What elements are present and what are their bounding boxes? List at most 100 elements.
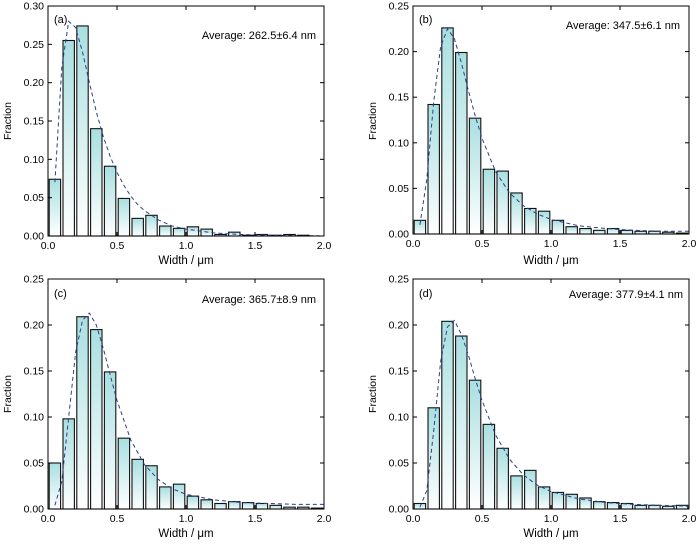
histogram-bar — [159, 225, 172, 237]
histogram-bar — [565, 226, 578, 235]
histogram-bar — [172, 483, 186, 510]
panel-d: 0.0 0.5 1.0 1.5 2.0 0.00 0.05 0.10 0.15 0.20 0.25 F… — [367, 274, 696, 541]
histogram-bar — [455, 335, 468, 510]
x-tick-label: 2.0 — [317, 513, 332, 525]
panel-a: 0.0 0.5 1.0 1.5 2.0 0.00 0.05 0.10 0.15 0.20 0.25 0… — [2, 1, 331, 268]
bar-series — [413, 27, 689, 235]
y-tick-label: 0.05 — [24, 458, 45, 470]
y-tick-label: 0.30 — [24, 1, 45, 13]
x-tick-label: 2.0 — [317, 240, 332, 252]
histogram-bar — [482, 423, 496, 510]
panel-c: 0.0 0.5 1.0 1.5 2.0 0.00 0.05 0.10 0.15 0.20 0.25 F… — [2, 274, 331, 541]
fit-curve — [54, 312, 324, 506]
histogram-bar — [131, 217, 144, 237]
panel-label: (d) — [419, 288, 432, 300]
histogram-bar — [441, 320, 454, 510]
histogram-bar — [172, 227, 186, 237]
histogram-bar — [593, 501, 606, 510]
x-tick-label: 0.5 — [110, 240, 125, 252]
histogram-bar — [524, 469, 537, 510]
fit-curve — [419, 319, 690, 508]
histogram-bar — [510, 475, 523, 510]
panel-label: (b) — [419, 14, 432, 26]
histogram-bar — [48, 178, 62, 237]
histogram-bar — [255, 502, 269, 510]
x-tick-label: 2.0 — [682, 513, 697, 525]
y-axis-title: Fraction — [2, 102, 14, 140]
histogram-bar — [48, 462, 62, 510]
x-tick-label: 1.5 — [613, 513, 628, 525]
bar-series — [48, 316, 324, 510]
histogram-bar — [634, 504, 647, 510]
histogram-bar — [145, 465, 158, 510]
fit-curve — [419, 27, 689, 232]
y-tick-label: 0.20 — [389, 46, 410, 58]
y-tick-label: 0.00 — [389, 229, 410, 241]
x-tick-label: 0.5 — [110, 513, 125, 525]
y-tick-label: 0.05 — [389, 183, 410, 195]
panel-label: (a) — [54, 14, 67, 26]
histogram-bar — [117, 437, 131, 510]
histogram-bar — [90, 128, 103, 237]
histogram-bar — [427, 407, 440, 510]
y-tick-label: 0.00 — [389, 504, 410, 516]
histogram-bar — [441, 27, 454, 235]
panel-label: (c) — [54, 288, 67, 300]
histogram-bar — [468, 379, 482, 510]
bar-series — [413, 320, 689, 510]
histogram-bar — [496, 170, 509, 235]
histogram-bar — [648, 504, 661, 510]
y-tick-label: 0.20 — [24, 320, 45, 332]
histogram-bar — [269, 504, 282, 510]
histogram-bar — [186, 226, 200, 237]
x-axis-title: Width / μm — [523, 255, 578, 267]
x-axis-title: Width / μm — [158, 528, 213, 540]
histogram-bar — [200, 228, 213, 237]
y-tick-label: 0.00 — [24, 504, 45, 516]
y-tick-label: 0.15 — [389, 92, 410, 104]
histogram-bar — [468, 117, 482, 235]
y-tick-label: 0.05 — [389, 458, 410, 470]
panel-b: 0.0 0.5 1.0 1.5 2.0 0.00 0.05 0.10 0.15 0.20 0.25 F… — [367, 1, 696, 268]
y-tick-label: 0.25 — [24, 274, 45, 286]
y-tick-label: 0.25 — [389, 1, 410, 13]
histogram-bar — [103, 165, 117, 237]
histogram-bar — [186, 495, 200, 510]
plot-frame — [412, 278, 690, 510]
histogram-bar — [482, 168, 496, 235]
histogram-bar — [90, 329, 103, 510]
x-tick-label: 1.5 — [248, 513, 263, 525]
histogram-bar — [159, 486, 172, 510]
y-tick-label: 0.10 — [389, 137, 410, 149]
y-axis-title: Fraction — [367, 375, 379, 413]
fit-curve — [54, 20, 325, 237]
histogram-bar — [117, 197, 131, 237]
x-axis-title: Width / μm — [523, 528, 578, 540]
x-tick-label: 1.0 — [544, 238, 559, 250]
histogram-bar — [200, 499, 213, 510]
x-tick-label: 0.0 — [406, 513, 421, 525]
x-tick-label: 0.5 — [475, 238, 490, 250]
histogram-bar — [579, 227, 592, 235]
average-annotation: Average: 347.5±6.1 nm — [566, 20, 680, 32]
x-tick-label: 0.0 — [41, 240, 56, 252]
y-axis-title: Fraction — [367, 102, 379, 140]
x-tick-label: 0.5 — [475, 513, 490, 525]
y-tick-label: 0.15 — [24, 116, 45, 128]
histogram-bar — [593, 229, 606, 235]
y-tick-label: 0.05 — [24, 192, 45, 204]
histogram-bar — [620, 229, 634, 235]
histogram-bar — [214, 502, 227, 510]
histogram-bar — [145, 214, 158, 237]
histogram-bar — [103, 371, 117, 510]
x-axis-title: Width / μm — [158, 255, 213, 267]
y-axis-title: Fraction — [2, 375, 14, 413]
y-tick-label: 0.20 — [389, 320, 410, 332]
y-tick-label: 0.00 — [24, 231, 45, 243]
histogram-bar — [131, 458, 144, 510]
y-tick-label: 0.10 — [24, 412, 45, 424]
y-tick-label: 0.10 — [389, 412, 410, 424]
histogram-bar — [62, 418, 75, 510]
x-tick-label: 2.0 — [682, 238, 697, 250]
